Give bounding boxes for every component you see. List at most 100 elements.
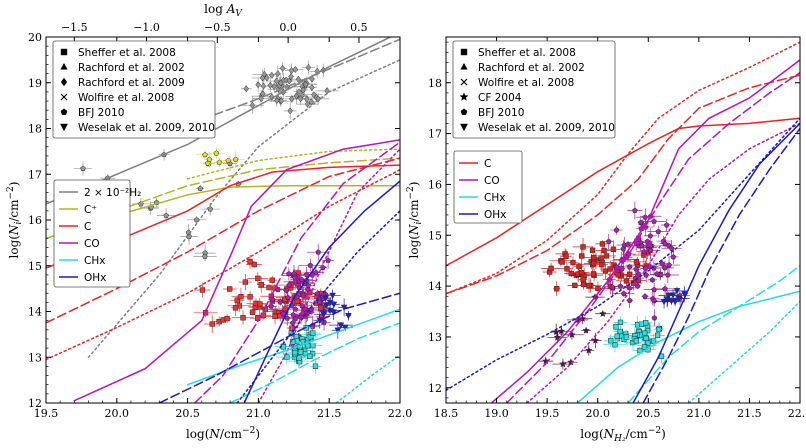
observation-point — [656, 326, 662, 333]
observation-point — [651, 286, 657, 293]
legend-marker-tri-down — [459, 123, 469, 132]
observation-point — [638, 219, 644, 225]
x-tick-label: 21.0 — [687, 407, 712, 420]
model-curve-ohx-model-dotted — [446, 117, 800, 392]
observation-point — [647, 232, 654, 239]
observation-point — [564, 266, 570, 272]
observation-point — [240, 315, 246, 321]
model-curve-h2-model-dotted — [87, 59, 400, 359]
observation-point — [626, 297, 633, 303]
observation-point — [642, 214, 649, 220]
observation-point — [654, 332, 661, 339]
observation-point — [654, 270, 660, 277]
legend-species-label: OHx — [484, 209, 506, 221]
observation-point — [548, 265, 554, 272]
observation-point — [553, 333, 562, 341]
legend-marker-star — [459, 92, 469, 101]
legend-marker-label: Sheffer et al. 2008 — [78, 47, 176, 59]
observation-point — [643, 320, 649, 326]
observation-point — [572, 282, 578, 289]
observation-point — [251, 261, 257, 268]
observation-point — [662, 264, 668, 271]
right-marker-legend: Sheffer et al. 2008 Rachford et al. 2002 W… — [452, 40, 616, 139]
x-tick-label: 20.0 — [105, 407, 130, 420]
left-top-axis-label: log AV — [204, 2, 243, 19]
observation-point — [554, 286, 560, 292]
observation-point — [325, 257, 331, 263]
observation-point — [315, 95, 321, 103]
legend-species-label: C⁺ — [84, 204, 97, 216]
observation-point — [568, 270, 574, 277]
model-curve-chx-model-dashed — [627, 264, 800, 403]
y-tick-label: 12 — [28, 397, 42, 410]
y-tick-label: 19 — [28, 77, 42, 90]
observation-point — [286, 77, 292, 85]
legend-species-label: CHx — [484, 192, 505, 204]
legend-marker-square — [460, 48, 468, 56]
observation-point — [305, 64, 312, 72]
observation-point — [617, 328, 623, 335]
observation-point — [326, 307, 334, 315]
model-curve-chx-model-dashed — [229, 322, 400, 403]
right-y-axis-label: log(Ni/cm−2) — [406, 182, 424, 259]
x-tick-label: 19.0 — [484, 407, 509, 420]
observation-point — [300, 86, 306, 94]
observation-point — [668, 298, 675, 305]
y-tick-label: 14 — [428, 280, 442, 293]
x-tick-label: 22.0 — [388, 407, 413, 420]
observation-point — [307, 353, 313, 359]
legend-marker-triangle — [60, 62, 68, 70]
y-tick-label: 13 — [28, 351, 42, 364]
observation-point — [659, 260, 665, 267]
observation-point — [557, 327, 566, 335]
observation-point — [243, 85, 249, 93]
observation-point — [665, 272, 671, 278]
observation-point — [662, 240, 668, 247]
left-y-axis-label: log(Ni/cm−2) — [6, 182, 24, 259]
observation-point — [610, 246, 617, 252]
observation-point — [277, 299, 284, 305]
observation-point — [294, 298, 301, 304]
observation-point — [216, 159, 223, 165]
left-model-curves — [46, 37, 400, 403]
observation-point — [617, 319, 624, 326]
observation-point — [269, 277, 275, 283]
observation-point — [316, 299, 323, 305]
observation-point — [615, 272, 621, 278]
observation-point — [163, 212, 169, 219]
legend-marker-diamond — [60, 77, 68, 87]
top-tick-label: 0.5 — [350, 21, 368, 34]
observation-point — [579, 253, 585, 259]
model-curve-h2-model-solid — [46, 37, 393, 205]
legend-marker-square — [60, 48, 68, 56]
observation-point — [287, 107, 293, 115]
legend-marker-label: BFJ 2010 — [78, 107, 124, 119]
legend-marker-cross — [60, 93, 68, 101]
observation-point — [633, 266, 639, 272]
observation-point — [635, 271, 642, 277]
x-tick-label: 21.5 — [317, 407, 342, 420]
observation-point — [209, 321, 215, 327]
observation-point — [80, 165, 86, 171]
left-panel: 19.5 20.0 20.5 21.0 21.5 22.0 12 13 14 15 16 17 18 19… — [6, 2, 412, 441]
model-curve-co-model-dotted — [257, 148, 400, 403]
x-tick-label: 21.5 — [737, 407, 762, 420]
observation-point — [313, 269, 319, 275]
observation-point — [670, 253, 677, 260]
legend-species-label: C — [484, 158, 491, 170]
right-plot-frame — [445, 36, 801, 404]
observation-point — [552, 328, 561, 336]
legend-marker-label: Rachford et al. 2002 — [478, 62, 585, 74]
x-tick-label: 22.0 — [788, 407, 806, 420]
observation-point — [310, 330, 316, 336]
observation-point — [576, 263, 582, 269]
observation-point — [314, 290, 321, 297]
observation-point — [315, 249, 321, 255]
observation-point — [639, 242, 645, 249]
observation-point — [322, 302, 330, 310]
observation-point — [292, 349, 298, 356]
observation-point — [199, 287, 206, 293]
observation-point — [289, 95, 295, 103]
model-curve-ohx-model-dotted — [236, 210, 400, 403]
y-tick-label: 14 — [28, 306, 42, 319]
